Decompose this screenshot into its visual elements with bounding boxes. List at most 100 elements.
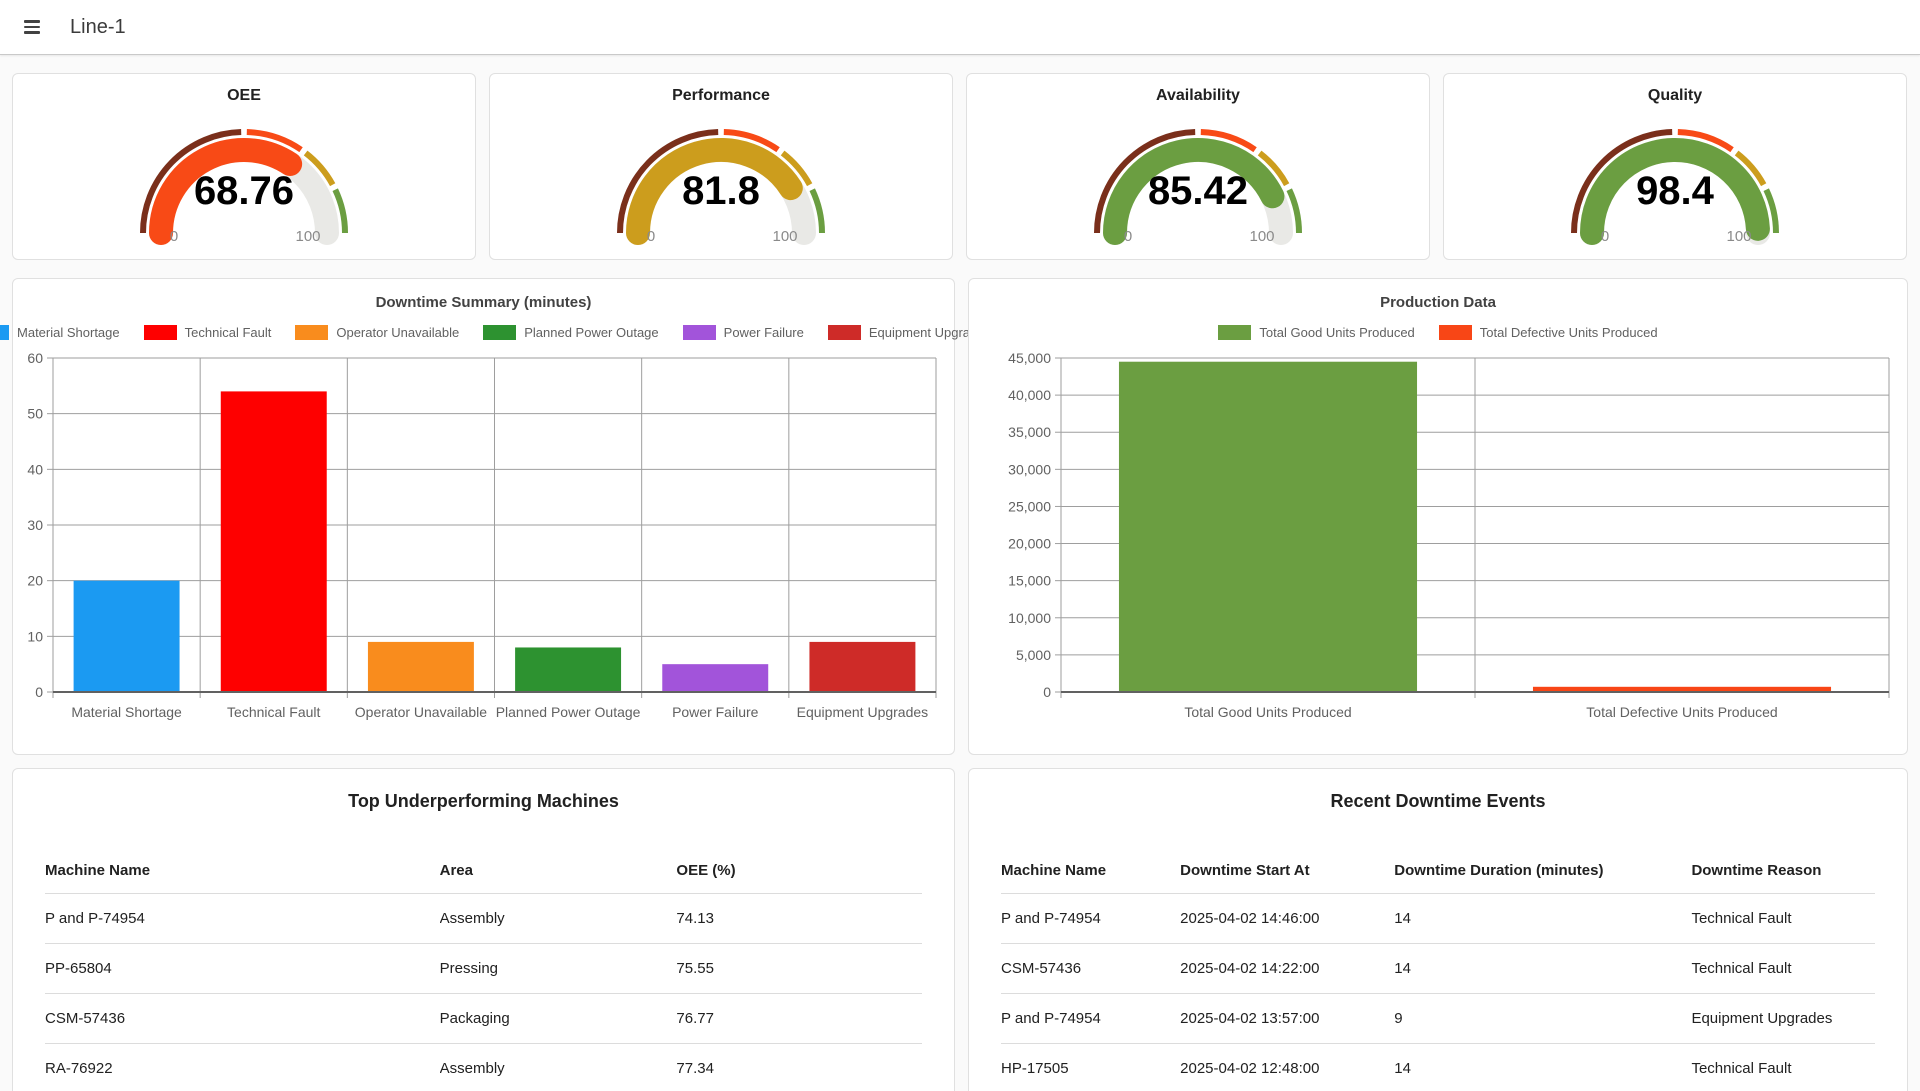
chart-text: Planned Power Outage [496,704,641,720]
table-row: P and P-74954 2025-04-02 13:57:00 9 Equipme… [1001,994,1875,1044]
chart-text: 25,000 [1008,498,1051,514]
table-cell: CSM-57436 [1001,960,1082,977]
table-cell: RA-76922 [45,1060,113,1077]
gauge-title: Performance [672,87,770,104]
table-cell: 2025-04-02 12:48:00 [1180,1060,1320,1077]
legend-item[interactable]: Power Failure [682,324,804,340]
table-header-cell: Downtime Duration (minutes) [1394,862,1604,879]
chart-text: Total Good Units Produced [1184,704,1351,720]
legend-item[interactable]: Planned Power Outage [483,324,659,340]
legend-item[interactable]: Material Shortage [0,324,120,340]
gauge-zone-arc [1200,129,1257,153]
table-cell: CSM-57436 [45,1010,126,1027]
gauge-svg: 98.4 0 100 [1571,129,1779,245]
gauge-value-arc [1580,138,1770,245]
gauge-zone-arc [1286,188,1302,234]
chart-text: 5,000 [1016,647,1051,663]
legend-label: Equipment Upgrades [868,324,991,340]
table-title: Top Underperforming Machines [348,791,619,811]
legend-swatch-icon [483,324,517,340]
gauge-zone-arc [1094,129,1196,234]
table-cell: Technical Fault [1691,1060,1792,1077]
gauge-svg: 85.42 0 100 [1094,129,1302,245]
chart-text: 15,000 [1008,573,1051,589]
gauge-zone-arc [723,129,780,153]
legend-swatch-icon [682,324,716,340]
table-row: P and P-74954 2025-04-02 14:46:00 14 Techni… [1001,894,1875,944]
legend-item[interactable]: Operator Unavailable [295,324,460,340]
table-cell: P and P-74954 [45,910,145,927]
bar[interactable] [515,647,622,692]
table-row: RA-76922 Assembly 77.34 [45,1044,922,1091]
legend-item[interactable]: Equipment Upgrades [827,324,991,340]
table-cell: 76.77 [676,1010,714,1027]
table-cell: HP-17505 [1001,1060,1069,1077]
gauge-zone-arc [1763,188,1779,234]
chart-text: 68.76 [194,169,294,213]
production-data-chart-card: Production Data Total Good Units Produce… [968,278,1908,755]
legend-label: Total Good Units Produced [1259,324,1415,340]
table-cell: 14 [1394,910,1411,927]
chart-text: Power Failure [672,704,759,720]
gauge-value-arc [1103,138,1285,245]
chart-text: Technical Fault [227,704,320,720]
gauge-svg: 81.8 0 100 [617,129,825,245]
legend-swatch-icon [295,324,329,340]
table-header-cell: Machine Name [45,862,151,879]
gauge-value-arc [626,138,803,245]
bar[interactable] [662,664,769,692]
gauge-row: OEE 68.76 0 100 Performance 81.8 0 100 Avail… [12,73,1908,260]
legend-swatch-icon [1218,324,1252,340]
bar[interactable] [220,391,327,692]
legend-label: Technical Fault [184,324,272,340]
chart-row: Downtime Summary (minutes) Material Shor… [0,278,1908,755]
table-cell: P and P-74954 [1001,910,1101,927]
bar[interactable] [809,641,916,692]
chart-text: 30 [27,517,43,533]
table-cell: P and P-74954 [1001,1010,1101,1027]
chart-text: Operator Unavailable [355,704,488,720]
chart-legend: Material Shortage Technical Fault Operator… [0,324,991,340]
bar[interactable] [1118,361,1418,692]
chart-legend: Total Good Units Produced Total Defective… [969,324,1907,340]
downtime-summary-chart-card: Downtime Summary (minutes) Material Shor… [0,278,991,755]
bar-chart-svg: 0 10 20 30 40 50 60 Material Shortage Technical … [27,350,937,720]
gauge-card-quality: Quality 98.4 0 100 [1443,73,1907,260]
gauge-zone-arc [617,129,719,234]
legend-label: Operator Unavailable [336,324,460,340]
chart-text: 81.8 [682,169,760,213]
table-cell: 14 [1394,960,1411,977]
legend-item[interactable]: Total Defective Units Produced [1438,324,1658,340]
table-row: PP-65804 Pressing 75.55 [45,944,922,994]
chart-text: 100 [772,228,797,245]
legend-swatch-icon [1438,324,1472,340]
chart-text: 10 [27,628,43,644]
gauge-svg: 68.76 0 100 [140,129,348,245]
gauge-zone-arc [809,188,825,234]
table-cell: Assembly [439,1060,505,1077]
legend-item[interactable]: Technical Fault [143,324,272,340]
chart-text: 40 [27,461,43,477]
bar[interactable] [1532,686,1832,692]
bar[interactable] [73,580,180,692]
underperforming-machines-card: Top Underperforming Machines Machine Nam… [12,768,955,1091]
hamburger-menu-icon[interactable] [18,14,46,39]
table-cell: 2025-04-02 14:22:00 [1180,960,1320,977]
gauge-value-arc [149,138,303,245]
table-header-cell: Area [439,862,473,879]
table-header-row: Machine Name Area OEE (%) [45,848,922,894]
table-cell: Technical Fault [1691,960,1792,977]
chart-text: 35,000 [1008,424,1051,440]
chart-text: 20 [27,573,43,589]
table-header-row: Machine Name Downtime Start At Downtime Du… [1001,848,1875,894]
gauge-zone-arc [1677,129,1734,153]
app-header: Line-1 [0,0,1920,55]
legend-label: Power Failure [723,324,804,340]
bar[interactable] [367,641,474,692]
table-header-cell: Downtime Start At [1180,862,1310,879]
legend-item[interactable]: Total Good Units Produced [1218,324,1415,340]
table-row: CSM-57436 2025-04-02 14:22:00 14 Technical … [1001,944,1875,994]
legend-swatch-icon [0,324,10,340]
table-cell: Assembly [439,910,505,927]
table-header-cell: OEE (%) [676,862,736,879]
